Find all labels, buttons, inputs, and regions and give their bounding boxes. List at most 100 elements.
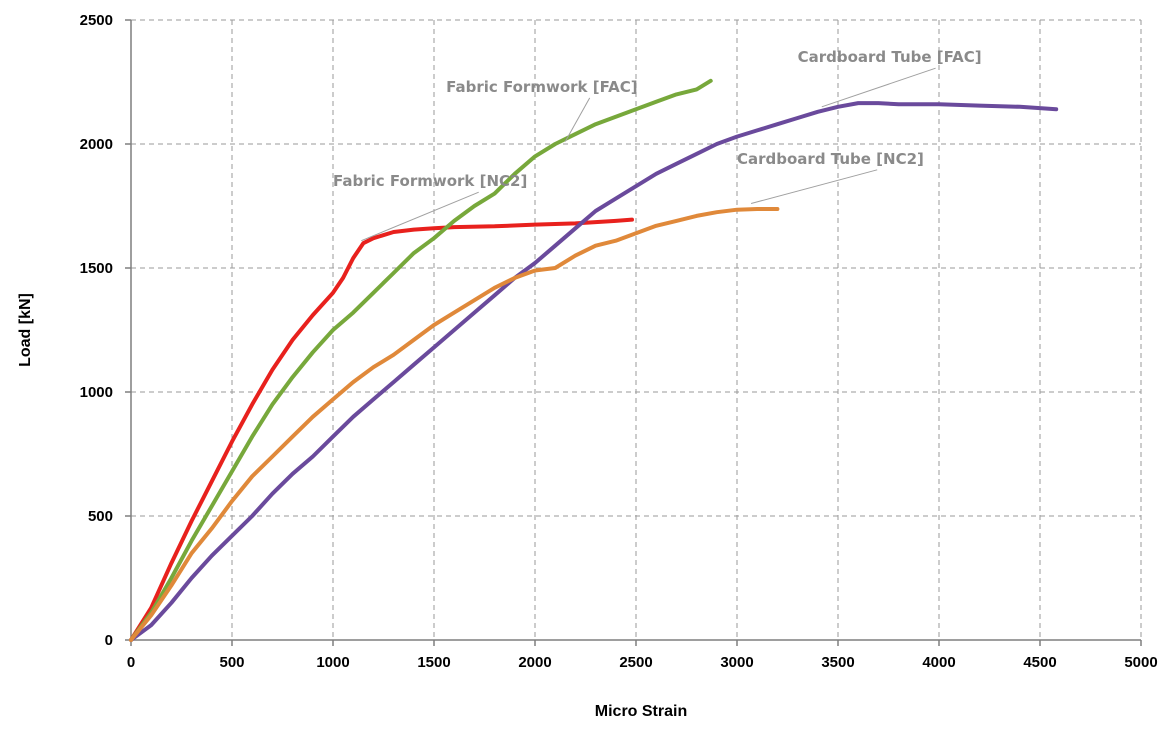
- data-point-cardboard-tube-fac: [371, 397, 375, 401]
- data-point-cardboard-tube-fac: [977, 104, 982, 108]
- data-point-fabric-formwork-fac: [674, 92, 679, 96]
- x-tick-label: 1000: [316, 654, 349, 671]
- data-point-cardboard-tube-nc2: [270, 454, 274, 459]
- data-point-cardboard-tube-fac: [533, 261, 537, 265]
- data-point-cardboard-tube-fac: [351, 415, 355, 419]
- data-point-cardboard-tube-fac: [897, 102, 901, 106]
- data-point-fabric-formwork-nc2: [432, 226, 436, 230]
- data-point-cardboard-tube-fac: [836, 105, 840, 109]
- data-point-fabric-formwork-fac: [709, 79, 713, 83]
- data-point-cardboard-tube-nc2: [210, 526, 214, 531]
- data-point-fabric-formwork-fac: [291, 375, 295, 379]
- data-point-cardboard-tube-fac: [472, 311, 476, 315]
- data-point-cardboard-tube-nc2: [594, 244, 598, 248]
- data-point-fabric-formwork-fac: [432, 236, 436, 240]
- data-point-cardboard-tube-fac: [775, 122, 780, 126]
- annotation-leader-line: [750, 169, 878, 204]
- data-point-cardboard-tube-fac: [876, 101, 881, 105]
- data-point-fabric-formwork-fac: [412, 251, 416, 255]
- data-point-fabric-formwork-fac: [270, 402, 274, 406]
- data-point-fabric-formwork-fac: [169, 576, 173, 580]
- data-point-fabric-formwork-nc2: [190, 519, 194, 523]
- data-point-cardboard-tube-nc2: [311, 415, 315, 419]
- data-point-fabric-formwork-fac: [594, 122, 598, 126]
- data-point-cardboard-tube-nc2: [432, 323, 436, 327]
- y-tick-label: 1500: [80, 260, 113, 277]
- data-point-fabric-formwork-nc2: [392, 230, 396, 234]
- data-point-fabric-formwork-nc2: [412, 228, 416, 232]
- data-point-cardboard-tube-fac: [331, 435, 335, 439]
- data-point-fabric-formwork-nc2: [452, 225, 456, 229]
- data-point-cardboard-tube-nc2: [190, 551, 194, 555]
- y-tick-label: 2000: [80, 136, 113, 153]
- data-point-cardboard-tube-fac: [432, 345, 436, 349]
- data-point-fabric-formwork-fac: [695, 87, 699, 91]
- data-point-fabric-formwork-fac: [553, 142, 557, 146]
- data-point-fabric-formwork-fac: [210, 504, 214, 508]
- data-point-fabric-formwork-fac: [634, 107, 638, 111]
- data-point-cardboard-tube-fac: [614, 197, 618, 201]
- data-point-cardboard-tube-fac: [149, 623, 153, 627]
- data-point-fabric-formwork-nc2: [331, 291, 335, 295]
- data-point-fabric-formwork-nc2: [311, 313, 315, 317]
- data-point-fabric-formwork-fac: [250, 435, 254, 439]
- y-axis-title: Load [kN]: [17, 293, 34, 367]
- data-point-cardboard-tube-fac: [230, 534, 234, 538]
- data-point-cardboard-tube-nc2: [715, 210, 719, 214]
- data-point-fabric-formwork-fac: [351, 311, 355, 315]
- data-point-fabric-formwork-fac: [331, 328, 335, 332]
- data-point-cardboard-tube-fac: [291, 472, 295, 476]
- data-point-cardboard-tube-nc2: [695, 214, 699, 218]
- data-point-cardboard-tube-fac: [270, 492, 274, 496]
- data-point-cardboard-tube-fac: [937, 102, 941, 106]
- x-tick-label: 2500: [619, 654, 652, 671]
- data-point-fabric-formwork-nc2: [630, 218, 634, 222]
- data-point-cardboard-tube-nc2: [493, 286, 497, 290]
- data-point-cardboard-tube-fac: [755, 128, 759, 132]
- data-point-cardboard-tube-nc2: [472, 298, 476, 302]
- x-axis-title: Micro Strain: [595, 703, 687, 720]
- data-point-cardboard-tube-nc2: [614, 239, 618, 243]
- data-point-cardboard-tube-nc2: [129, 638, 133, 642]
- data-point-cardboard-tube-fac: [573, 226, 578, 230]
- series-layer: [129, 78, 1059, 642]
- x-tick-label: 4000: [922, 654, 955, 671]
- data-point-cardboard-tube-fac: [594, 209, 598, 213]
- x-tick-label: 1500: [417, 654, 450, 671]
- y-tick-label: 2500: [80, 12, 113, 29]
- data-point-cardboard-tube-nc2: [654, 224, 658, 228]
- data-point-cardboard-tube-fac: [674, 162, 679, 166]
- annotation-fabric-formwork-nc2: Fabric Formwork [NC2]: [333, 172, 527, 190]
- data-point-cardboard-tube-nc2: [755, 207, 759, 211]
- data-point-fabric-formwork-fac: [513, 172, 517, 176]
- data-point-cardboard-tube-nc2: [291, 435, 295, 439]
- data-point-cardboard-tube-fac: [311, 454, 315, 459]
- x-tick-label: 4500: [1023, 654, 1056, 671]
- data-point-cardboard-tube-fac: [816, 110, 820, 114]
- data-point-fabric-formwork-fac: [573, 132, 578, 136]
- data-point-cardboard-tube-fac: [250, 514, 254, 518]
- data-point-cardboard-tube-nc2: [392, 353, 396, 357]
- data-point-fabric-formwork-fac: [392, 271, 396, 275]
- data-point-fabric-formwork-nc2: [169, 561, 173, 565]
- annotation-leader-line: [564, 97, 591, 142]
- data-point-cardboard-tube-fac: [1018, 105, 1022, 109]
- annotation-cardboard-tube-fac: Cardboard Tube [FAC]: [798, 48, 982, 66]
- grid-layer: [131, 19, 1142, 640]
- data-point-cardboard-tube-nc2: [735, 208, 739, 212]
- data-point-cardboard-tube-fac: [190, 576, 194, 580]
- data-point-cardboard-tube-nc2: [513, 276, 517, 280]
- data-point-cardboard-tube-nc2: [412, 338, 416, 342]
- data-point-fabric-formwork-nc2: [250, 402, 254, 406]
- data-point-fabric-formwork-nc2: [371, 236, 375, 240]
- data-point-cardboard-tube-fac: [654, 172, 658, 176]
- data-point-cardboard-tube-nc2: [573, 254, 578, 258]
- data-point-fabric-formwork-nc2: [614, 219, 618, 223]
- data-point-fabric-formwork-fac: [190, 539, 194, 543]
- data-point-fabric-formwork-nc2: [533, 223, 537, 227]
- series-line-cardboard-tube-fac: [129, 101, 1059, 642]
- data-point-cardboard-tube-nc2: [149, 613, 153, 617]
- data-point-cardboard-tube-fac: [735, 135, 739, 139]
- data-point-fabric-formwork-fac: [654, 100, 658, 104]
- data-point-cardboard-tube-fac: [1054, 107, 1058, 111]
